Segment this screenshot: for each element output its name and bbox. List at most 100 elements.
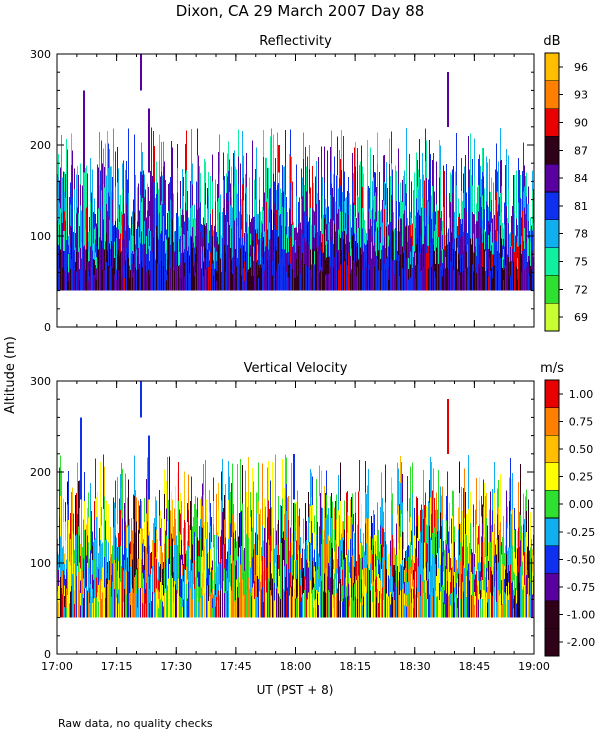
data-cell <box>76 271 77 291</box>
data-cell <box>245 251 246 272</box>
data-cell <box>197 209 198 237</box>
data-cell <box>205 182 206 205</box>
data-cell <box>156 559 157 589</box>
data-cell <box>322 196 323 215</box>
data-cell <box>419 591 420 618</box>
data-cell <box>420 253 421 272</box>
data-cell <box>200 518 201 539</box>
data-cell <box>387 596 388 618</box>
data-cell <box>521 525 522 557</box>
data-cell <box>135 174 136 199</box>
data-cell <box>353 600 354 618</box>
data-cell <box>399 572 400 595</box>
data-cell <box>466 514 467 535</box>
data-cell <box>294 560 295 589</box>
data-cell <box>458 573 459 596</box>
data-cell <box>71 133 72 166</box>
data-cell <box>94 539 95 560</box>
data-cell <box>263 130 264 157</box>
data-cell <box>446 258 447 291</box>
data-cell <box>447 255 448 268</box>
data-cell <box>325 199 326 215</box>
data-cell <box>158 599 159 609</box>
data-cell <box>76 213 77 233</box>
data-cell <box>165 530 166 560</box>
data-cell <box>425 542 426 568</box>
data-cell <box>287 497 288 528</box>
data-cell <box>306 578 307 599</box>
data-cell <box>285 258 286 291</box>
data-cell <box>263 183 264 211</box>
data-cell <box>84 245 85 291</box>
data-cell <box>314 277 315 291</box>
data-cell <box>105 241 106 291</box>
data-cell <box>525 233 526 253</box>
data-cell <box>448 574 449 597</box>
data-cell <box>450 261 451 291</box>
data-cell <box>308 517 309 543</box>
data-cell <box>280 265 281 291</box>
data-cell <box>405 226 406 248</box>
data-cell <box>309 144 310 170</box>
data-cell <box>452 242 453 267</box>
data-cell <box>64 231 65 252</box>
data-cell <box>149 275 150 291</box>
data-cell <box>377 195 378 228</box>
data-cell <box>446 496 447 521</box>
data-cell <box>422 198 423 245</box>
data-cell <box>214 590 215 618</box>
data-cell <box>177 593 178 618</box>
data-cell <box>452 490 453 517</box>
data-cell <box>408 247 409 259</box>
data-cell <box>468 563 469 618</box>
data-cell <box>374 555 375 577</box>
data-cell <box>77 248 78 291</box>
data-cell <box>502 245 503 257</box>
data-cell <box>479 199 480 223</box>
data-cell <box>501 605 502 618</box>
data-cell <box>436 555 437 576</box>
data-cell <box>244 261 245 272</box>
data-cell <box>179 238 180 252</box>
data-cell <box>117 547 118 571</box>
colorbar-label: 0.50 <box>569 443 594 456</box>
data-cell <box>101 580 102 600</box>
data-cell <box>384 560 385 590</box>
data-cell <box>457 247 458 270</box>
data-cell <box>203 231 204 247</box>
data-cell <box>319 199 320 219</box>
data-cell <box>337 252 338 291</box>
data-cell <box>260 264 261 291</box>
data-cell <box>85 588 86 618</box>
data-cell <box>279 596 280 618</box>
data-cell <box>213 547 214 571</box>
data-cell <box>212 570 213 580</box>
data-cell <box>418 270 419 291</box>
data-cell <box>148 186 149 208</box>
data-cell <box>187 502 188 523</box>
data-cell <box>113 497 114 528</box>
data-cell <box>411 236 412 255</box>
data-cell <box>408 236 409 248</box>
data-cell <box>322 233 323 253</box>
data-cell <box>417 577 418 598</box>
data-cell <box>506 490 507 523</box>
data-cell <box>425 567 426 593</box>
data-cell <box>307 189 308 224</box>
data-cell <box>262 257 263 274</box>
data-cell <box>212 263 213 291</box>
data-cell <box>345 557 346 578</box>
data-cell <box>218 563 219 591</box>
data-cell <box>408 268 409 280</box>
data-cell <box>365 260 366 276</box>
data-cell <box>195 577 196 618</box>
data-cell <box>61 174 62 213</box>
data-cell <box>94 578 95 599</box>
data-cell <box>195 496 196 537</box>
data-cell <box>97 259 98 291</box>
data-cell <box>481 262 482 291</box>
data-cell <box>123 570 124 587</box>
data-cell <box>180 235 181 264</box>
data-cell <box>458 507 459 530</box>
data-cell <box>347 191 348 217</box>
